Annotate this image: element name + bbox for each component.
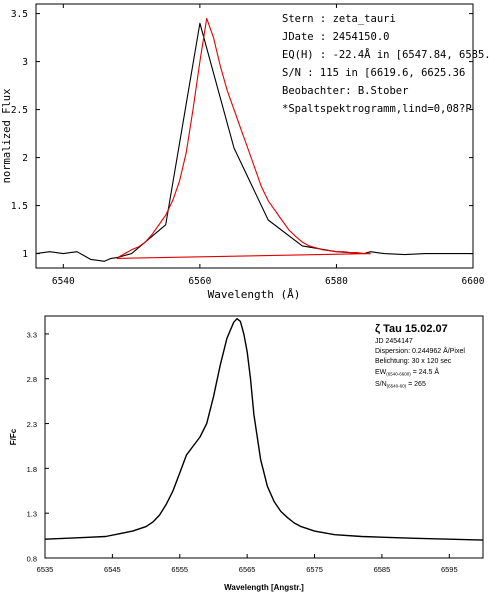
y-tick-label: 1.5 xyxy=(11,201,28,212)
annotation-line: JDate : 2454150.0 xyxy=(282,31,389,43)
sn-range: (6540-60) xyxy=(387,384,407,389)
annotation-line: S/N : 115 in [6619.6, 6625.36 xyxy=(282,67,465,79)
x-tick-label: 6545 xyxy=(104,565,121,574)
sn-value: = 265 xyxy=(406,381,426,388)
series-group xyxy=(44,318,484,541)
info-line: Belichtung: 30 x 120 sec xyxy=(375,358,452,365)
x-tick-label: 6600 xyxy=(462,276,485,287)
x-tick-label: 6585 xyxy=(374,565,391,574)
series-group xyxy=(35,17,473,262)
y-tick-label: 1 xyxy=(22,249,28,260)
info-line: JD 2454147 xyxy=(375,338,413,345)
y-tick-label: 0.8 xyxy=(27,555,37,564)
y-tick-label: 2.3 xyxy=(27,420,37,429)
x-axis-label: Wavelength (Å) xyxy=(208,288,301,301)
x-tick-label: 6580 xyxy=(325,276,348,287)
series-line-0 xyxy=(44,318,484,541)
y-tick-label: 3.3 xyxy=(27,330,37,339)
ew-range: (6540-6600) xyxy=(386,372,411,377)
y-tick-label: 3 xyxy=(22,57,28,68)
y-tick-label: 3.5 xyxy=(11,9,28,20)
chart-top: 6540 6560 6580 6600 1 1.5 2 2.5 3 3.5 Stern : zet… xyxy=(1,3,491,301)
plot-frame xyxy=(35,3,474,269)
info-line-sn: S/N(6540-60) = 265 xyxy=(375,381,426,389)
sn-label: S/N xyxy=(375,381,387,388)
y-axis-label: normalized Flux xyxy=(1,89,13,184)
annotation-line: *Spaltspektrogramm,lind=0,08?P xyxy=(282,103,472,115)
x-tick-label: 6595 xyxy=(441,565,458,574)
x-tick-label: 6565 xyxy=(239,565,256,574)
y-tick-label: 2.8 xyxy=(27,375,37,384)
y-axis-label: F/Fc xyxy=(9,428,18,445)
annotation-line: Beobachter: B.Stober xyxy=(282,85,408,97)
series-line-1 xyxy=(117,17,371,258)
x-tick-label: 6555 xyxy=(171,565,188,574)
y-tick-label: 2 xyxy=(22,153,28,164)
x-tick-label: 6560 xyxy=(188,276,211,287)
x-tick-label: 6535 xyxy=(37,565,54,574)
ew-label: EW xyxy=(375,369,387,376)
ticks: 6540 6560 6580 6600 1 1.5 2 2.5 3 3.5 xyxy=(11,4,485,287)
x-tick-label: 6540 xyxy=(52,276,75,287)
y-tick-label: 2.5 xyxy=(11,105,28,116)
annotation-line: Stern : zeta_tauri xyxy=(282,13,396,25)
x-axis-label: Wavelength [Angstr.] xyxy=(224,583,304,592)
ew-value: = 24.5 Å xyxy=(411,367,440,376)
y-tick-label: 1.8 xyxy=(27,465,37,474)
annotation-block: Stern : zeta_tauri JDate : 2454150.0 EQ(… xyxy=(282,13,491,115)
plot-frame xyxy=(44,315,484,559)
chart-bottom: 6535 6545 6555 6565 6575 6585 6595 0.8 1.3 1.8 2.3… xyxy=(9,315,484,592)
ticks: 6535 6545 6555 6565 6575 6585 6595 0.8 1.3 1.8 2.3… xyxy=(27,330,458,574)
series-line-2 xyxy=(116,253,371,259)
info-line: Dispersion: 0.244962 Å/Pixel xyxy=(375,346,465,355)
annotation-line: EQ(H) : -22.4Å in [6547.84, 6585. xyxy=(282,48,491,61)
info-line-ew: EW(6540-6600) = 24.5 Å xyxy=(375,367,439,377)
info-box: ζ Tau 15.02.07 JD 2454147 Dispersion: 0.… xyxy=(375,323,465,389)
series-line-0 xyxy=(35,22,473,262)
x-tick-label: 6575 xyxy=(306,565,323,574)
y-tick-label: 1.3 xyxy=(27,510,37,519)
chart-title: ζ Tau 15.02.07 xyxy=(375,323,448,335)
